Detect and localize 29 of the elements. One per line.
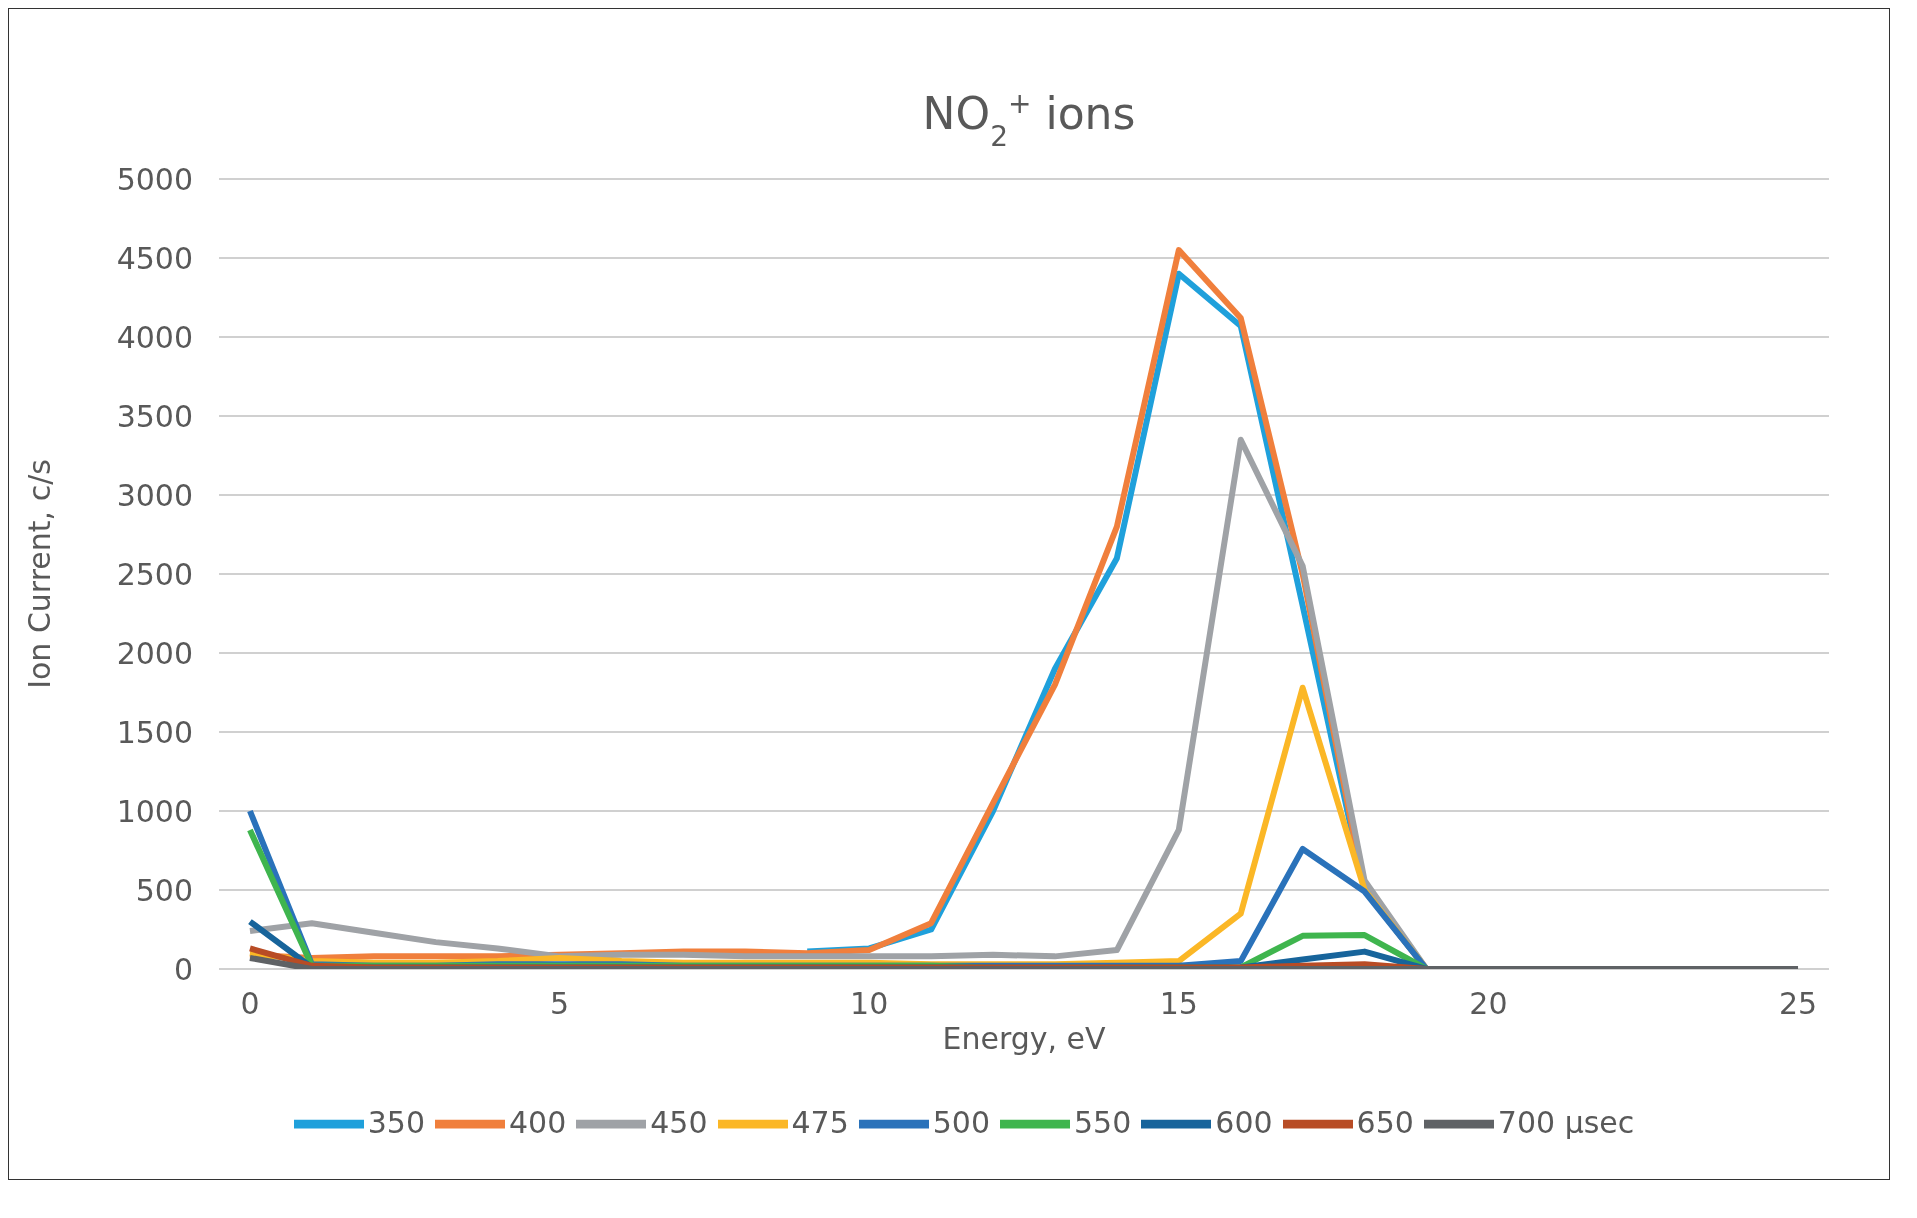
legend-label: 650 xyxy=(1356,1104,1414,1140)
legend-label: 400 xyxy=(508,1104,567,1140)
x-axis-title: Energy, eV xyxy=(942,1021,1107,1056)
x-tick-label: 20 xyxy=(1469,986,1508,1022)
y-tick-label: 2500 xyxy=(116,556,193,592)
legend-label: 450 xyxy=(650,1104,708,1140)
y-tick-label: 0 xyxy=(173,951,193,987)
x-tick-label: 10 xyxy=(850,986,889,1022)
y-tick-label: 4000 xyxy=(116,319,193,355)
legend-label: 600 xyxy=(1215,1104,1273,1140)
x-tick-label: 15 xyxy=(1159,986,1198,1022)
y-tick-label: 1000 xyxy=(116,793,193,829)
y-tick-label: 2000 xyxy=(116,635,193,671)
y-tick-label: 5000 xyxy=(116,161,193,197)
legend-label: 350 xyxy=(367,1104,425,1140)
x-tick-label: 25 xyxy=(1778,986,1818,1022)
y-tick-label: 1500 xyxy=(116,714,193,750)
chart-title: NO$_{2}$$^{+}$ ions xyxy=(922,86,1136,153)
legend-label: 700 µsec xyxy=(1497,1104,1635,1140)
x-tick-label: 5 xyxy=(550,986,570,1022)
y-tick-label: 500 xyxy=(135,872,193,908)
legend-label: 475 xyxy=(791,1104,849,1140)
y-tick-label: 4500 xyxy=(116,240,193,276)
legend-label: 550 xyxy=(1074,1104,1132,1140)
y-tick-label: 3000 xyxy=(116,477,193,513)
y-tick-label: 3500 xyxy=(116,398,193,434)
legend-label: 500 xyxy=(932,1104,991,1140)
x-tick-label: 0 xyxy=(240,986,260,1022)
y-axis-title: Ion Current, c/s xyxy=(21,459,57,689)
